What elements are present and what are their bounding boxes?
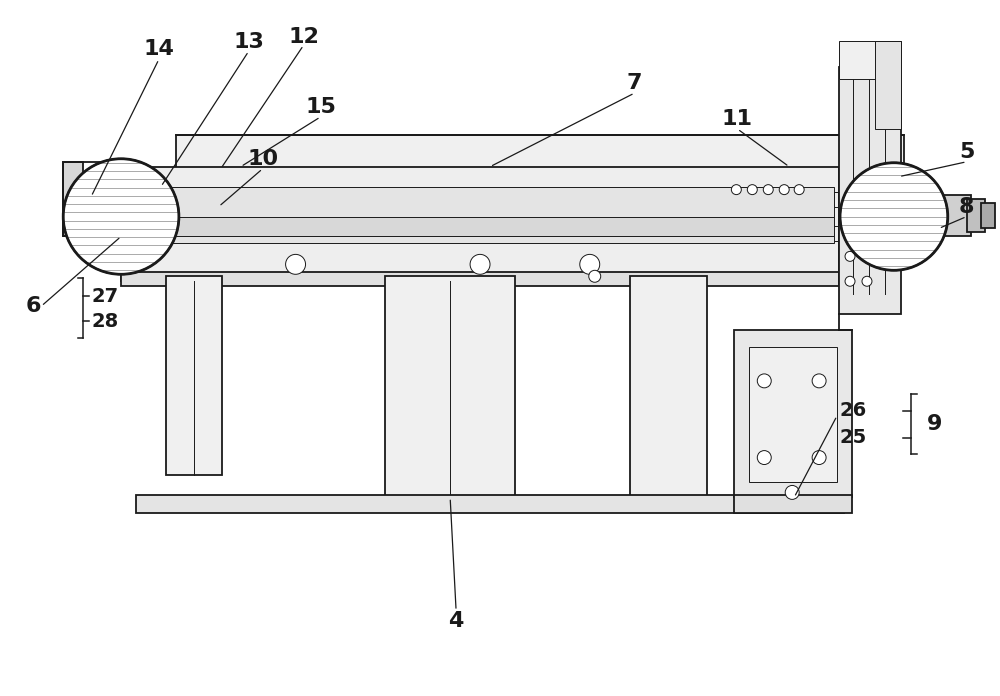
Bar <box>83 186 93 200</box>
Bar <box>839 41 901 79</box>
Text: 6: 6 <box>26 296 41 316</box>
Circle shape <box>286 254 306 274</box>
Circle shape <box>763 184 773 195</box>
Text: 11: 11 <box>722 109 753 129</box>
Circle shape <box>812 450 826 464</box>
Text: 27: 27 <box>91 287 118 306</box>
Circle shape <box>862 251 872 261</box>
Circle shape <box>840 163 948 270</box>
Text: 15: 15 <box>305 97 336 117</box>
Circle shape <box>862 276 872 286</box>
Text: 7: 7 <box>627 73 642 93</box>
Circle shape <box>580 254 600 274</box>
Bar <box>97 186 119 203</box>
Bar <box>749 347 837 482</box>
Text: 10: 10 <box>247 149 278 168</box>
Bar <box>734 330 852 498</box>
Bar <box>385 276 515 498</box>
Circle shape <box>845 276 855 286</box>
Bar <box>146 216 834 237</box>
Bar <box>146 187 834 244</box>
Circle shape <box>747 184 757 195</box>
Bar <box>981 203 995 228</box>
Text: 25: 25 <box>839 428 866 447</box>
Bar <box>97 164 119 181</box>
Bar <box>63 221 121 237</box>
Bar <box>136 496 844 514</box>
Bar <box>63 181 121 196</box>
Circle shape <box>731 184 741 195</box>
Circle shape <box>794 184 804 195</box>
Text: 14: 14 <box>144 39 174 59</box>
Circle shape <box>812 374 826 388</box>
Circle shape <box>470 254 490 274</box>
Bar <box>967 198 985 232</box>
Circle shape <box>757 374 771 388</box>
Circle shape <box>779 184 789 195</box>
Text: 13: 13 <box>233 32 264 52</box>
Bar <box>630 276 707 498</box>
Bar <box>121 272 839 286</box>
Text: 8: 8 <box>959 196 974 216</box>
Text: 5: 5 <box>959 142 974 161</box>
Bar <box>63 161 83 237</box>
Circle shape <box>862 226 872 237</box>
Bar <box>941 195 971 237</box>
Circle shape <box>757 450 771 464</box>
Bar <box>734 496 852 514</box>
Bar <box>121 167 839 281</box>
Circle shape <box>589 270 601 283</box>
Text: 12: 12 <box>288 27 319 47</box>
Text: 4: 4 <box>448 611 464 631</box>
Circle shape <box>63 159 179 274</box>
Circle shape <box>785 485 799 500</box>
Bar <box>719 175 809 205</box>
Bar <box>166 276 222 475</box>
Bar <box>79 181 97 207</box>
Bar <box>839 67 901 314</box>
Bar <box>214 189 234 200</box>
Bar <box>63 161 121 237</box>
Bar <box>176 175 244 209</box>
Circle shape <box>845 226 855 237</box>
Bar <box>188 189 208 200</box>
Text: 26: 26 <box>839 402 866 420</box>
Text: 9: 9 <box>927 413 942 434</box>
Circle shape <box>845 251 855 261</box>
Bar <box>176 135 904 177</box>
Text: 28: 28 <box>91 312 118 331</box>
Bar <box>875 41 901 129</box>
